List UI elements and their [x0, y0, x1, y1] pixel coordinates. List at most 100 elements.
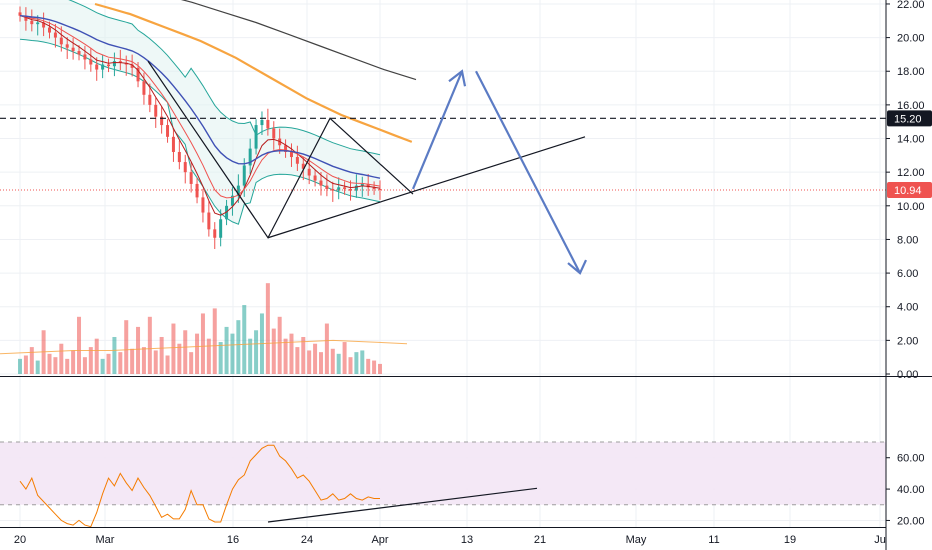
price-tick-label: 12.00: [897, 167, 925, 179]
candle-body: [266, 120, 270, 129]
volume-bar: [124, 320, 129, 374]
candle-body: [65, 44, 69, 48]
candle-body: [307, 168, 311, 176]
ema-slow-line: [19, 15, 381, 179]
volume-bar: [348, 357, 353, 374]
price-axis[interactable]: 22.00 20.00 18.00 16.00 14.00 12.00 10.00 8.00 6…: [886, 0, 925, 381]
volume-bar: [82, 357, 87, 374]
rsi-tick-label: 20.00: [897, 515, 925, 527]
projection-down-arrowhead: [567, 259, 587, 275]
volume-bar: [254, 330, 259, 374]
time-tick-label: Apr: [371, 534, 388, 546]
projection-up-arrow: [411, 70, 464, 190]
candle-body: [183, 162, 187, 173]
volume-bar: [372, 360, 377, 374]
volume-bar: [200, 313, 205, 374]
time-axis[interactable]: 20 Mar 16 24 Apr 13 21 May 11 19 Ju: [14, 534, 886, 546]
time-tick-label: 21: [534, 534, 546, 546]
volume-bar: [324, 323, 329, 374]
volume-bar: [53, 357, 58, 374]
projection-arrows[interactable]: [411, 69, 587, 275]
candle-body: [36, 22, 40, 25]
volume-bar: [177, 343, 182, 374]
volume-bar: [35, 360, 40, 374]
volume-bar: [366, 358, 371, 374]
trend-drawings[interactable]: [147, 60, 586, 523]
candle-body: [207, 212, 211, 230]
volume-bar: [330, 348, 335, 374]
candle-body: [166, 125, 170, 137]
price-tick-label: 18.00: [897, 66, 925, 78]
candle-body: [142, 81, 146, 95]
candle-body: [219, 219, 223, 238]
candle-body: [18, 12, 22, 16]
candle-body: [24, 15, 28, 21]
volume-bar: [88, 347, 93, 374]
candle-body: [248, 148, 252, 166]
time-tick-label: Mar: [96, 534, 115, 546]
volume-bar: [342, 342, 347, 374]
volume-bar: [18, 358, 22, 374]
candle-body: [295, 157, 299, 164]
price-tick-label: 10.00: [897, 201, 925, 213]
volume-bar: [283, 338, 288, 374]
candle-body: [337, 187, 341, 191]
price-tick-label: 4.00: [897, 302, 918, 314]
rsi-line: [19, 444, 380, 528]
volume-bar: [165, 355, 170, 374]
time-tick-label: 11: [708, 534, 719, 546]
volume-ma-line: [0, 339, 408, 355]
rsi-tick-label: 40.00: [897, 484, 925, 496]
time-tick-label: 16: [227, 534, 239, 546]
volume-bar: [230, 333, 235, 374]
rsi-axis[interactable]: 60.00 40.00 20.00: [886, 453, 925, 528]
sma-orange-line: [94, 2, 413, 143]
candle-body: [42, 22, 46, 28]
volume-bar: [136, 326, 141, 374]
candle-body: [136, 67, 140, 82]
volume-bar: [153, 350, 158, 374]
candle-body: [331, 188, 335, 191]
volume-bar: [106, 353, 111, 374]
candle-body: [148, 94, 152, 105]
candle-body: [59, 37, 63, 45]
volume-bar: [183, 330, 188, 374]
candle-body: [289, 151, 293, 158]
volume-bar: [206, 338, 211, 374]
volume-bar: [100, 358, 105, 374]
candle-body: [301, 163, 305, 169]
volume-bar: [307, 350, 312, 374]
candle-body: [101, 64, 105, 70]
candle-body: [313, 175, 317, 181]
volume-bars: [18, 283, 382, 374]
candle-body: [53, 32, 57, 38]
volume-bar: [94, 338, 99, 374]
volume-bar: [47, 353, 52, 374]
candle-body: [343, 187, 347, 189]
candle-body: [230, 195, 234, 206]
time-tick-label: 24: [301, 534, 313, 546]
sma-long-line: [180, 0, 417, 81]
volume-bar: [289, 333, 294, 374]
volume-bar: [224, 326, 229, 374]
candle-body: [154, 104, 158, 117]
volume-bar: [378, 363, 382, 374]
price-tick-label: 8.00: [897, 234, 918, 246]
price-tag-15-20: 15.20: [887, 110, 932, 127]
ema-mid-line: [19, 15, 381, 199]
candle-body: [77, 51, 81, 55]
price-tag-15-20-label: 15.20: [894, 113, 922, 125]
price-tag-last-label: 10.94: [894, 185, 922, 197]
candle-body: [366, 183, 370, 188]
candle-body: [112, 61, 116, 67]
candle-body: [284, 145, 288, 152]
volume-bar: [336, 353, 341, 374]
rsi-band: [0, 442, 886, 505]
candle-body: [118, 61, 122, 63]
volume-bar: [23, 355, 28, 374]
projection-down-arrow: [475, 70, 581, 274]
volume-bar: [59, 343, 64, 374]
candle-body: [254, 125, 258, 149]
candle-body: [325, 185, 329, 189]
